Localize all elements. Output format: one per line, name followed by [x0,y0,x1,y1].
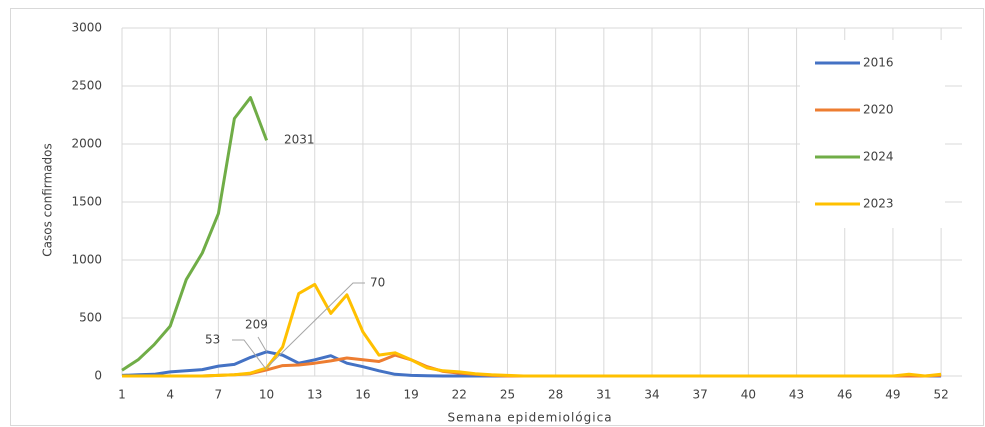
legend-box [800,40,945,228]
x-tick-label: 25 [500,388,515,402]
x-tick-label: 1 [118,388,126,402]
legend-label: 2023 [863,197,894,211]
y-tick-label: 2500 [71,79,102,93]
label-leader [266,282,365,369]
series-line [122,282,942,378]
y-tick-label: 3000 [71,21,102,35]
x-tick-label: 28 [548,388,563,402]
x-tick-label: 31 [596,388,611,402]
legend-label: 2024 [863,150,894,164]
y-tick-label: 2000 [71,137,102,151]
y-axis-label: Casos confirmados [41,143,55,256]
data-label: 70 [370,276,385,290]
series-line [121,96,269,372]
y-tick-label: 1500 [71,195,102,209]
label-leader [257,336,267,353]
x-tick-label: 10 [259,388,274,402]
x-tick-label: 46 [837,388,852,402]
x-tick-label: 43 [789,388,804,402]
x-tick-label: 40 [741,388,756,402]
y-tick-label: 1000 [71,253,102,267]
x-tick-label: 4 [166,388,174,402]
label-leader [232,339,267,371]
x-tick-label: 49 [885,388,900,402]
x-tick-label: 52 [933,388,948,402]
data-label: 209 [245,318,268,332]
x-axis-label: Semana epidemiológica [447,411,612,425]
legend-label: 2016 [863,56,894,70]
x-tick-label: 37 [693,388,708,402]
x-tick-label: 13 [307,388,322,402]
x-tick-label: 19 [403,388,418,402]
legend-label: 2020 [863,103,894,117]
x-tick-label: 34 [644,388,659,402]
x-tick-label: 7 [215,388,223,402]
y-tick-label: 0 [94,369,102,383]
x-tick-label: 22 [452,388,467,402]
x-tick-label: 16 [355,388,370,402]
data-label: 2031 [284,133,315,147]
data-label: 53 [205,333,220,347]
y-tick-label: 500 [79,311,102,325]
